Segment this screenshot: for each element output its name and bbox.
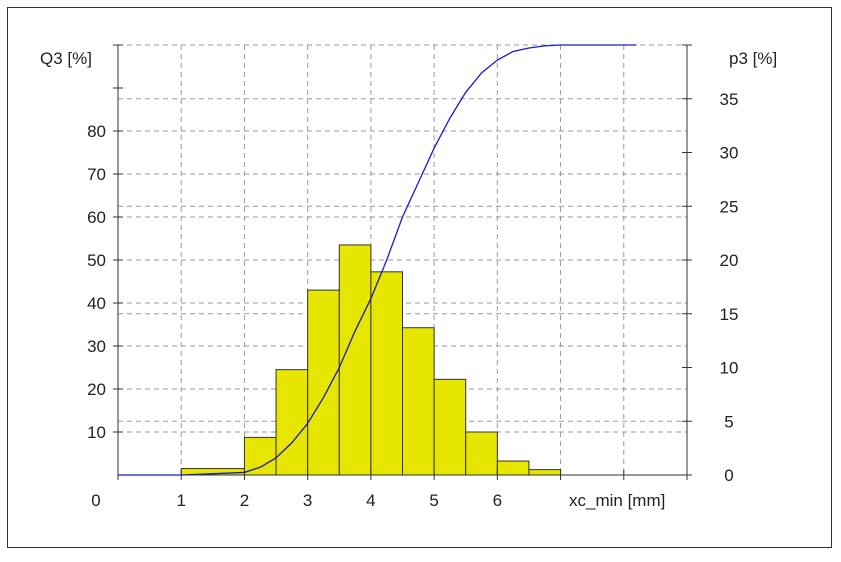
x-tick-label: 3 [303, 491, 312, 510]
x-tick-label: 4 [366, 491, 375, 510]
figure-frame [7, 7, 832, 548]
left-tick-label: 10 [87, 423, 106, 442]
axes [113, 44, 692, 480]
histogram-bar [338, 244, 372, 476]
tick-labels: 10 20 30 40 50 60 70 80 0 5 10 15 20 25 30 35 0 1 2 3 4 5 6 [87, 90, 738, 510]
x-tick-label: 2 [240, 491, 249, 510]
histogram-bar [433, 378, 467, 476]
right-tick-label: 5 [724, 412, 733, 431]
q3-cumulative-line [118, 44, 637, 476]
left-tick-label: 40 [87, 294, 106, 313]
right-tick-label: 25 [720, 197, 739, 216]
right-tick-label: 0 [724, 466, 733, 485]
grid [117, 44, 688, 475]
histogram-bar [496, 460, 530, 476]
histogram-bar [307, 289, 340, 476]
histogram-bar [243, 436, 277, 476]
right-tick-label: 10 [720, 359, 739, 378]
histogram-bars [180, 244, 562, 476]
right-tick-label: 30 [720, 144, 739, 163]
histogram-bar [402, 327, 435, 476]
right-axis-label: p3 [%] [729, 49, 777, 68]
left-tick-label: 20 [87, 380, 106, 399]
histogram-bar [528, 469, 562, 476]
histogram-bar [465, 431, 498, 476]
x-axis-label: xc_min [mm] [569, 491, 665, 510]
histogram-bar [275, 369, 309, 476]
x-tick-label: 0 [91, 491, 100, 510]
left-tick-label: 80 [87, 122, 106, 141]
left-tick-label: 70 [87, 165, 106, 184]
left-axis-label: Q3 [%] [40, 49, 92, 68]
left-tick-label: 60 [87, 208, 106, 227]
right-tick-label: 20 [720, 251, 739, 270]
x-tick-label: 5 [429, 491, 438, 510]
right-tick-label: 35 [720, 90, 739, 109]
left-tick-label: 50 [87, 251, 106, 270]
x-tick-label: 1 [176, 491, 185, 510]
cumulative-line [118, 44, 637, 476]
x-tick-label: 6 [493, 491, 502, 510]
right-tick-label: 15 [720, 305, 739, 324]
histogram-bar [370, 271, 403, 476]
left-tick-label: 30 [87, 337, 106, 356]
